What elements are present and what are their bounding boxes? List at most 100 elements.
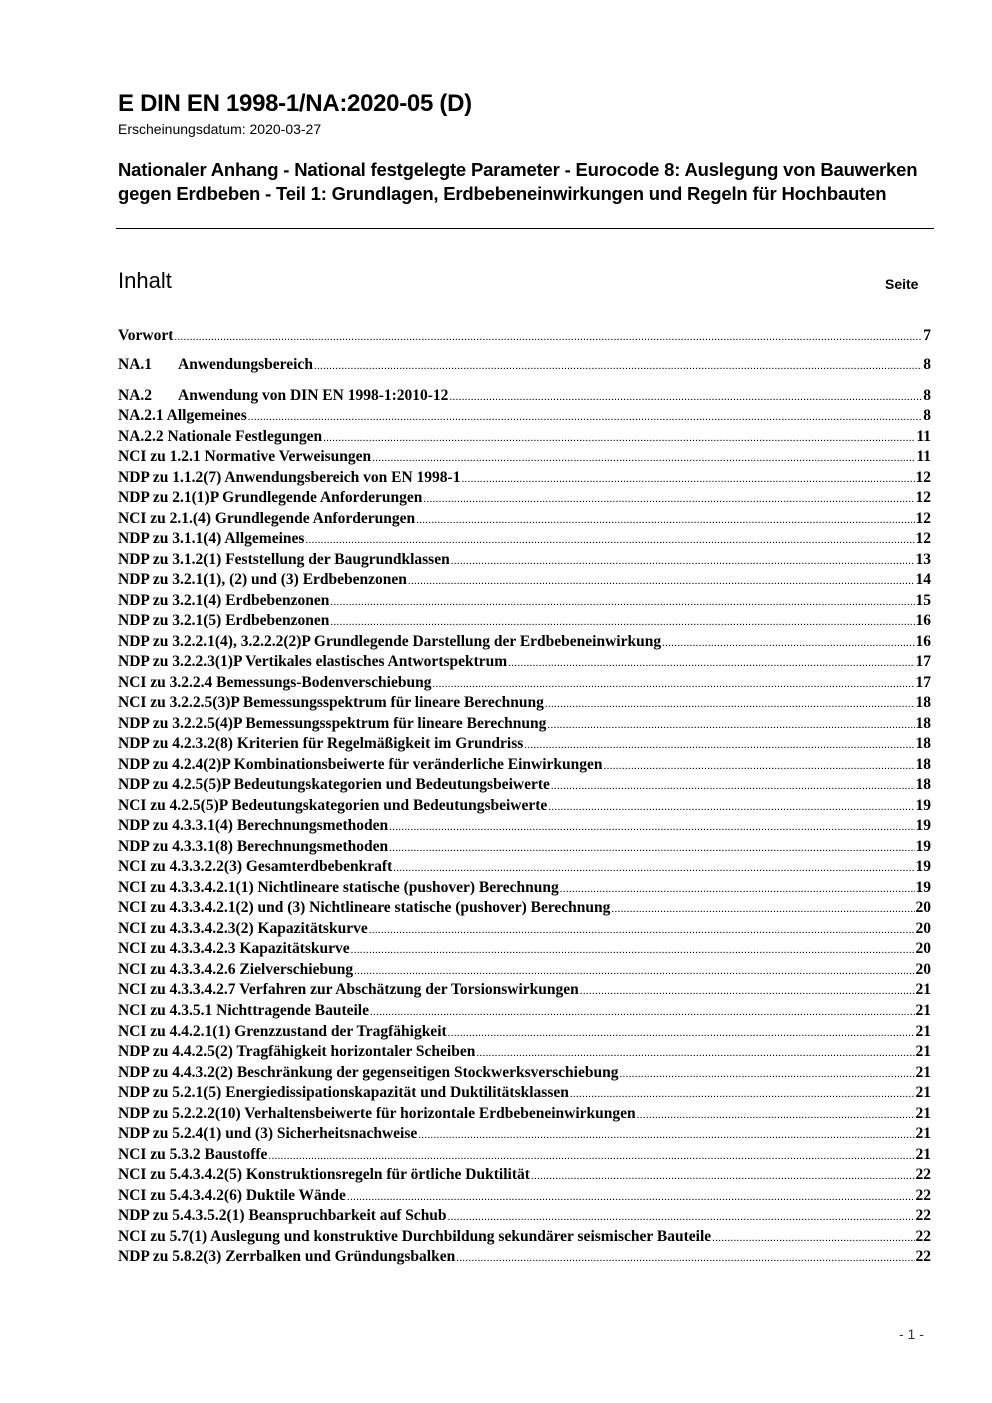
toc-entry[interactable]: NCI zu 2.1.(4) Grundlegende Anforderunge… bbox=[118, 509, 931, 530]
toc-entry[interactable]: NCI zu 5.7(1) Auslegung und konstruktive… bbox=[118, 1227, 931, 1248]
toc-entry[interactable]: NDP zu 4.2.3.2(8) Kriterien für Regelmäß… bbox=[118, 734, 931, 755]
toc-entry[interactable]: NDP zu 5.2.2.2(10) Verhaltensbeiwerte fü… bbox=[118, 1104, 931, 1125]
toc-entry[interactable]: NDP zu 5.2.1(5) Energiedissipationskapaz… bbox=[118, 1083, 931, 1104]
toc-entry[interactable]: NDP zu 3.1.1(4) Allgemeines 12 bbox=[118, 529, 931, 550]
toc-entry-label: Vorwort bbox=[118, 326, 173, 347]
toc-entry[interactable]: NDP zu 5.8.2(3) Zerrbalken und Gründungs… bbox=[118, 1247, 931, 1268]
toc-entry-page: 18 bbox=[915, 694, 932, 712]
toc-entry-label: NDP zu 4.3.3.1(8) Berechnungsmethoden bbox=[118, 837, 388, 858]
dot-leader bbox=[580, 980, 915, 1002]
toc-entry[interactable]: NA.2.2 Nationale Festlegungen 11 bbox=[118, 427, 931, 448]
toc-entry[interactable]: NDP zu 3.2.2.5(4)P Bemessungsspektrum fü… bbox=[118, 714, 931, 735]
dot-leader bbox=[393, 857, 914, 879]
toc-entry-label: NA.1 Anwendungsbereich bbox=[118, 355, 313, 376]
toc-entry[interactable]: NDP zu 4.4.2.5(2) Tragfähigkeit horizont… bbox=[118, 1042, 931, 1063]
toc-page-label: Seite bbox=[885, 276, 919, 292]
toc-entry-title: NCI zu 4.3.5.1 Nichttragende Bauteile bbox=[118, 1002, 369, 1019]
dot-leader bbox=[570, 1083, 915, 1105]
toc-entry-title: NDP zu 4.2.4(2)P Kombinationsbeiwerte fü… bbox=[118, 755, 603, 773]
toc-entry-label: NCI zu 5.3.2 Baustoffe bbox=[118, 1145, 267, 1166]
toc-entry-title: NDP zu 3.2.1(5) Erdbebenzonen bbox=[118, 612, 330, 630]
dot-leader bbox=[524, 734, 914, 756]
toc-entry[interactable]: NCI zu 4.3.3.4.2.6 Zielverschiebung 20 bbox=[118, 960, 931, 981]
toc-entry-label: NDP zu 3.1.1(4) Allgemeines bbox=[118, 529, 304, 550]
toc-entry-title: NCI zu 4.3.3.4.2.1(1) Nichtlineare stati… bbox=[118, 878, 559, 896]
toc-entry[interactable]: NCI zu 4.3.3.4.2.1(2) und (3) Nichtlinea… bbox=[118, 898, 931, 919]
toc-entry[interactable]: NCI zu 4.2.5(5)P Bedeutungskategorien un… bbox=[118, 796, 931, 817]
toc-entry[interactable]: NA.2.1 Allgemeines 8 bbox=[118, 406, 931, 427]
toc-entry-title: NCI zu 4.4.2.1(1) Grenzzustand der Tragf… bbox=[118, 1022, 447, 1040]
toc-entry-title: Anwendung von DIN EN 1998-1:2010-12 bbox=[178, 386, 449, 404]
toc-entry-label: NCI zu 5.4.3.4.2(5) Konstruktionsregeln … bbox=[118, 1165, 530, 1186]
toc-entry[interactable]: NCI zu 4.4.2.1(1) Grenzzustand der Tragf… bbox=[118, 1022, 931, 1043]
toc-entry[interactable]: NCI zu 1.2.1 Normative Verweisungen 11 bbox=[118, 447, 931, 468]
toc-entry-label: NA.2 Anwendung von DIN EN 1998-1:2010-12 bbox=[118, 386, 448, 407]
toc-entry-title: NCI zu 5.4.3.4.2(6) Duktile Wände bbox=[118, 1186, 346, 1204]
dot-leader bbox=[508, 652, 914, 674]
dot-leader bbox=[416, 509, 914, 531]
toc-entry[interactable]: NDP zu 2.1(1)P Grundlegende Anforderunge… bbox=[118, 488, 931, 509]
toc-entry[interactable]: NDP zu 3.1.2(1) Feststellung der Baugrun… bbox=[118, 550, 931, 571]
toc-entry[interactable]: NDP zu 3.2.2.1(4), 3.2.2.2(2)P Grundlege… bbox=[118, 632, 931, 653]
toc-entry[interactable]: NCI zu 5.4.3.4.2(6) Duktile Wände 22 bbox=[118, 1186, 931, 1207]
toc-entry-label: NCI zu 3.2.2.4 Bemessungs-Bodenverschieb… bbox=[118, 673, 431, 694]
toc-entry[interactable]: NCI zu 4.3.3.4.2.1(1) Nichtlineare stati… bbox=[118, 878, 931, 899]
toc-entry-title: NDP zu 5.8.2(3) Zerrbalken und Gründungs… bbox=[118, 1248, 456, 1266]
toc-entry-page: 21 bbox=[915, 981, 932, 999]
dot-leader bbox=[560, 878, 915, 900]
dot-leader bbox=[330, 591, 914, 613]
dot-leader bbox=[408, 570, 915, 592]
toc-entry-page: 14 bbox=[915, 571, 932, 589]
toc-entry-page: 19 bbox=[915, 878, 932, 896]
toc-entry[interactable]: NCI zu 5.3.2 Baustoffe 21 bbox=[118, 1145, 931, 1166]
toc-entry[interactable]: NCI zu 4.3.3.2.2(3) Gesamterdbebenkraft 1… bbox=[118, 857, 931, 878]
toc-entry-title: NCI zu 5.7(1) Auslegung und konstruktive… bbox=[118, 1227, 712, 1245]
dot-leader bbox=[389, 816, 914, 838]
toc-entry[interactable]: NDP zu 4.3.3.1(8) Berechnungsmethoden 19 bbox=[118, 837, 931, 858]
toc-entry[interactable]: NCI zu 4.3.3.4.2.7 Verfahren zur Abschät… bbox=[118, 980, 931, 1001]
toc-entry-title: NA.2.2 Nationale Festlegungen bbox=[118, 427, 323, 445]
toc-entry-title: NDP zu 4.2.3.2(8) Kriterien für Regelmäß… bbox=[118, 735, 524, 753]
toc-entry[interactable]: NDP zu 3.2.1(1), (2) und (3) Erdbebenzon… bbox=[118, 570, 931, 591]
toc-entry[interactable]: NA.1 Anwendungsbereich 8 bbox=[118, 355, 931, 376]
dot-leader bbox=[330, 611, 914, 633]
dot-leader bbox=[456, 1247, 914, 1269]
toc-entry[interactable]: NCI zu 5.4.3.4.2(5) Konstruktionsregeln … bbox=[118, 1165, 931, 1186]
toc-entry[interactable]: NDP zu 4.3.3.1(4) Berechnungsmethoden 19 bbox=[118, 816, 931, 837]
toc-entry-title: NDP zu 4.2.5(5)P Bedeutungskategorien un… bbox=[118, 776, 550, 794]
toc-entry-page: 16 bbox=[915, 612, 932, 630]
toc-entry[interactable]: NCI zu 3.2.2.5(3)P Bemessungsspektrum fü… bbox=[118, 693, 931, 714]
toc-entry-title: NCI zu 4.3.3.4.2.7 Verfahren zur Abschät… bbox=[118, 981, 579, 999]
dot-leader bbox=[432, 673, 914, 695]
toc-entry[interactable]: NDP zu 3.2.1(4) Erdbebenzonen 15 bbox=[118, 591, 931, 612]
dot-leader bbox=[531, 1165, 915, 1187]
toc-entry[interactable]: Vorwort 7 bbox=[118, 326, 931, 347]
toc-entry[interactable]: NCI zu 4.3.3.4.2.3 Kapazitätskurve 20 bbox=[118, 939, 931, 960]
toc-entry[interactable]: NDP zu 3.2.2.3(1)P Vertikales elastische… bbox=[118, 652, 931, 673]
toc-entry[interactable]: NDP zu 4.2.4(2)P Kombinationsbeiwerte fü… bbox=[118, 755, 931, 776]
toc-entry[interactable]: NCI zu 4.3.3.4.2.3(2) Kapazitätskurve 20 bbox=[118, 919, 931, 940]
toc-entry-page: 22 bbox=[915, 1227, 932, 1245]
toc-entry-page: 21 bbox=[915, 1002, 932, 1019]
toc-entry-page: 12 bbox=[915, 530, 932, 548]
toc-entry-title: NDP zu 3.2.1(4) Erdbebenzonen bbox=[118, 591, 330, 609]
toc-entry[interactable]: NDP zu 1.1.2(7) Anwendungsbereich von EN… bbox=[118, 468, 931, 489]
toc-entry[interactable]: NCI zu 4.3.5.1 Nichttragende Bauteile 21 bbox=[118, 1001, 931, 1022]
toc-entry[interactable]: NA.2 Anwendung von DIN EN 1998-1:2010-12 8 bbox=[118, 386, 931, 407]
toc-entry[interactable]: NDP zu 4.2.5(5)P Bedeutungskategorien un… bbox=[118, 775, 931, 796]
toc-entry-number: NA.2 bbox=[118, 386, 153, 404]
dot-leader bbox=[637, 1104, 915, 1126]
toc-entry[interactable]: NDP zu 5.2.4(1) und (3) Sicherheitsnachw… bbox=[118, 1124, 931, 1145]
toc-entry-label: NDP zu 1.1.2(7) Anwendungsbereich von EN… bbox=[118, 468, 460, 489]
dot-leader bbox=[248, 406, 923, 428]
toc-entry[interactable]: NCI zu 3.2.2.4 Bemessungs-Bodenverschieb… bbox=[118, 673, 931, 694]
toc-entry-page: 21 bbox=[915, 1145, 932, 1163]
toc-entry[interactable]: NDP zu 3.2.1(5) Erdbebenzonen 16 bbox=[118, 611, 931, 632]
document-title: E DIN EN 1998-1/NA:2020-05 (D) bbox=[118, 90, 472, 117]
dot-leader bbox=[448, 1206, 915, 1228]
toc-entry[interactable]: NDP zu 5.4.3.5.2(1) Beanspruchbarkeit au… bbox=[118, 1206, 931, 1227]
toc-entry-title: NDP zu 3.2.2.3(1)P Vertikales elastische… bbox=[118, 653, 508, 671]
document-subtitle: Nationaler Anhang - National festgelegte… bbox=[118, 159, 918, 204]
toc-entry[interactable]: NDP zu 4.4.3.2(2) Beschränkung der gegen… bbox=[118, 1063, 931, 1084]
dot-leader bbox=[174, 326, 922, 348]
